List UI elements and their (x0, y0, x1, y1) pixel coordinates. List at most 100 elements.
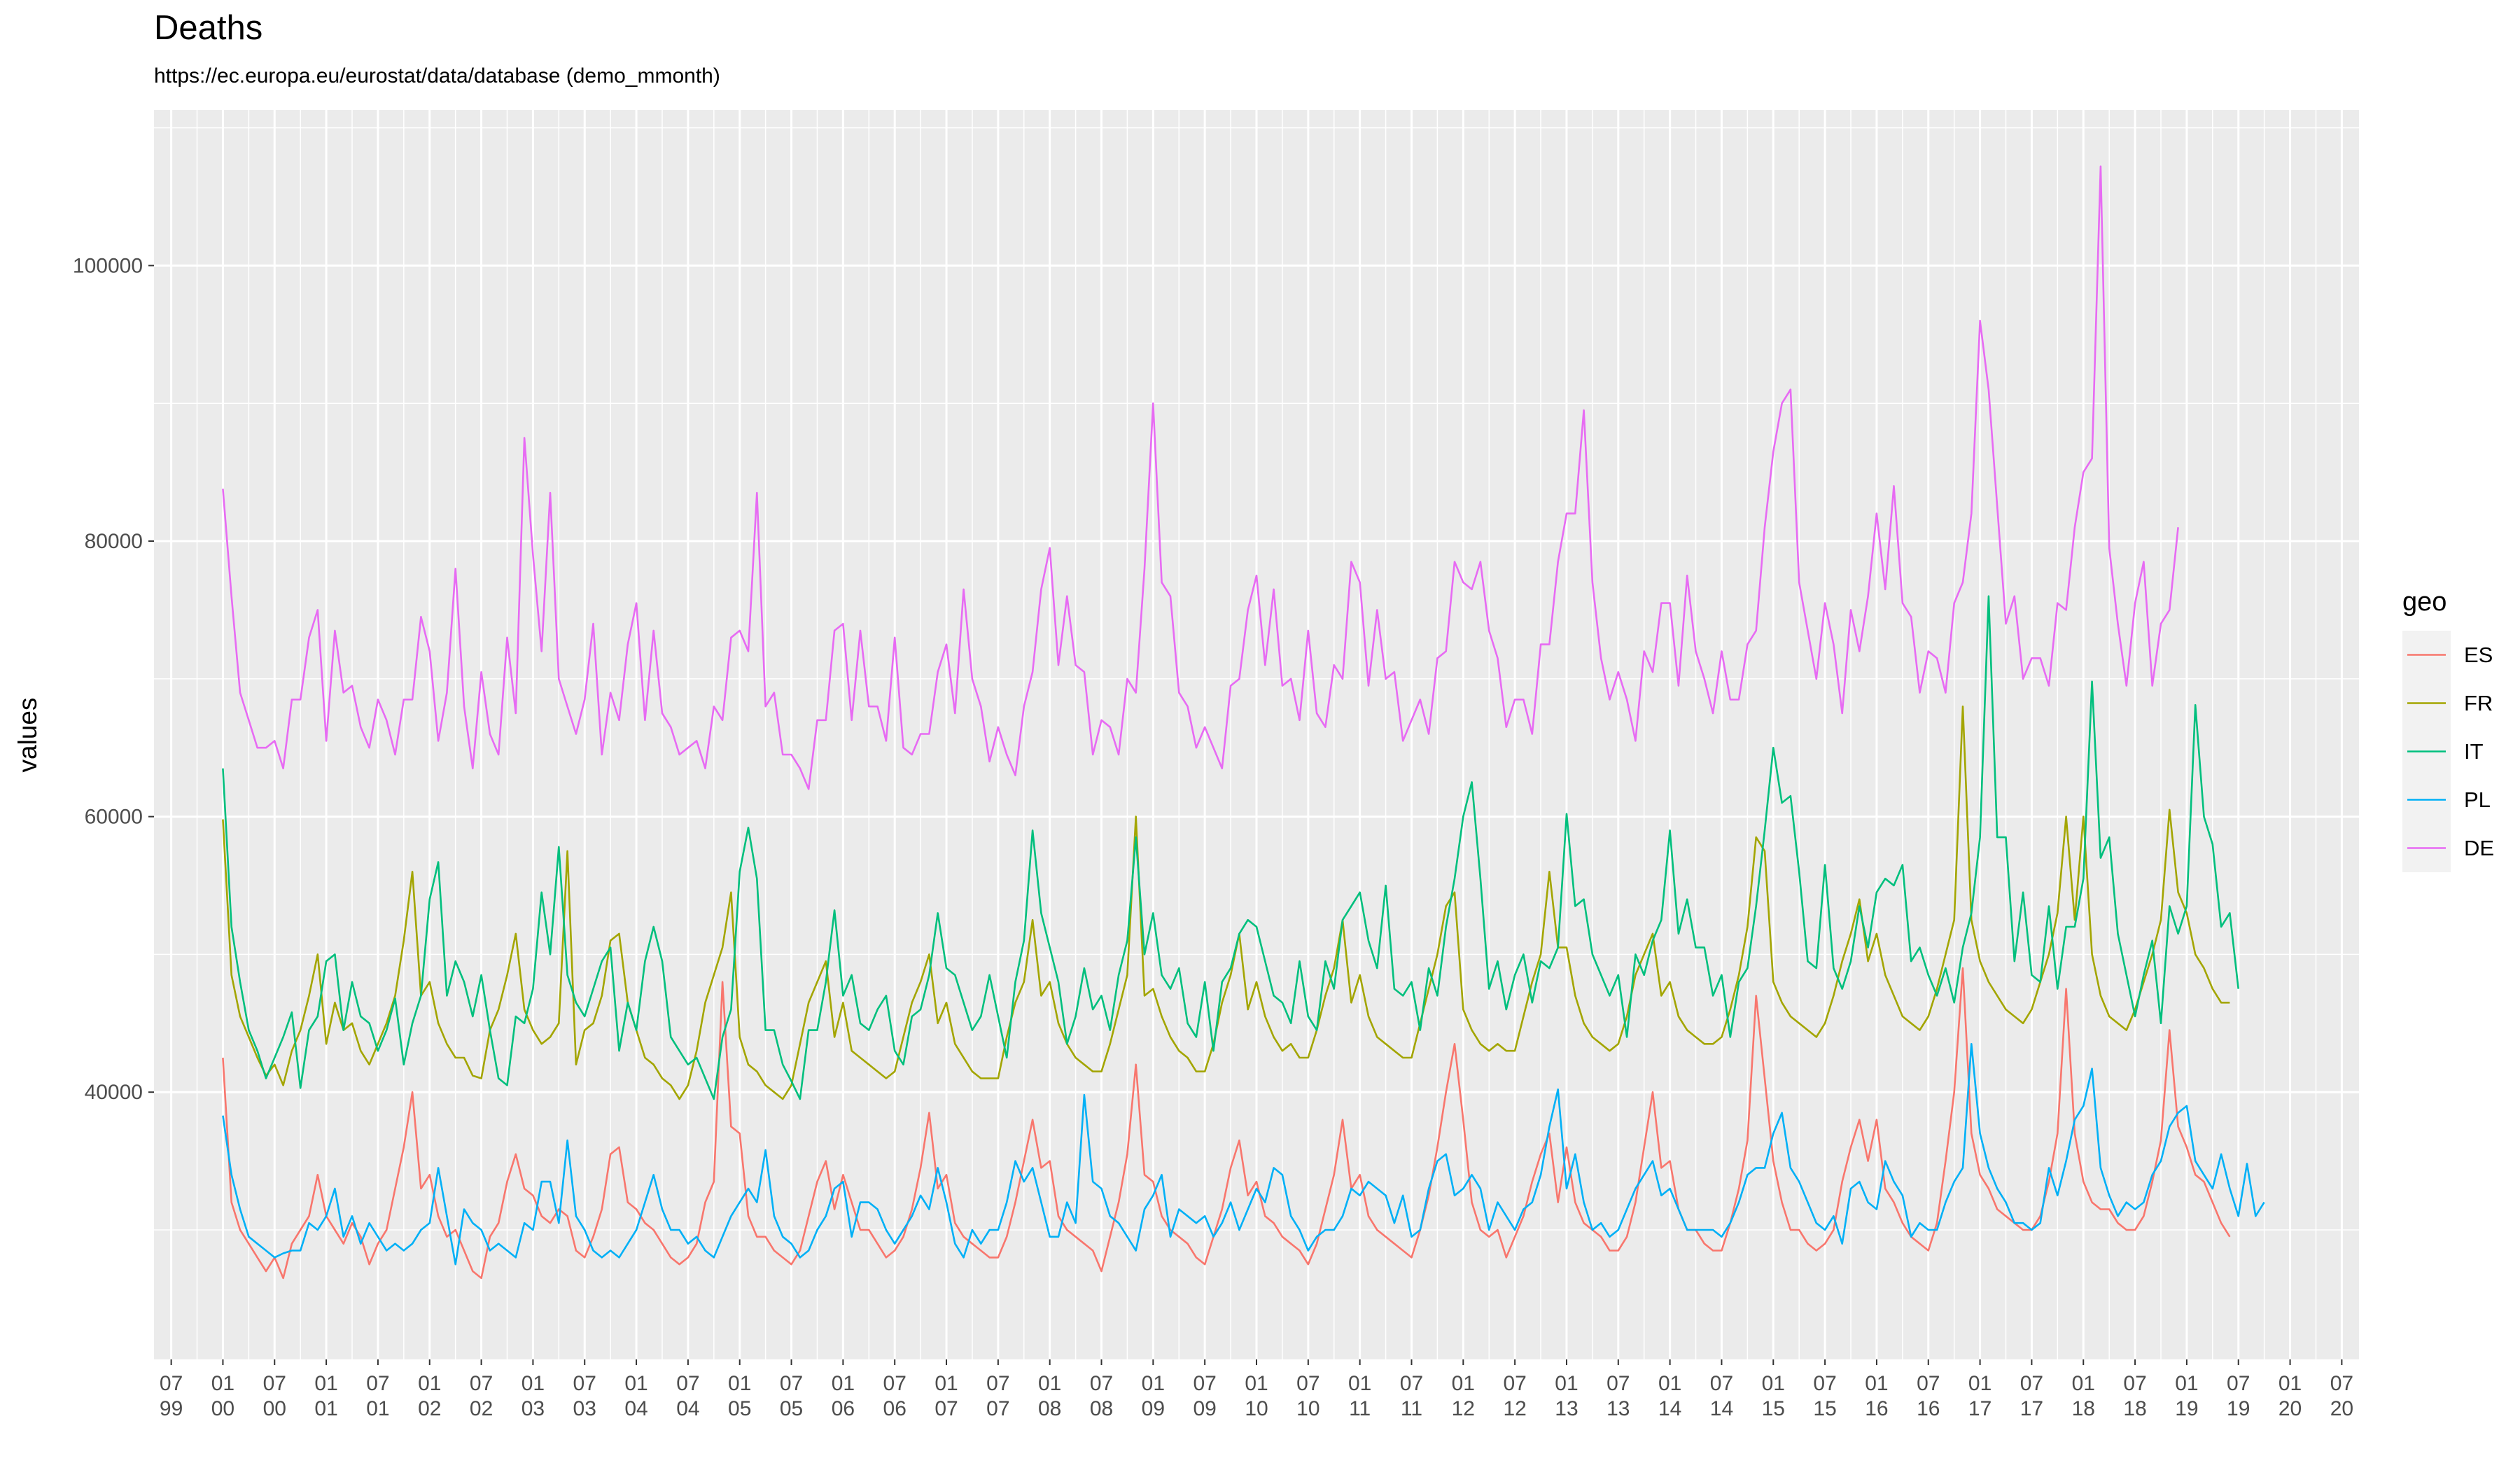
legend-label-es: ES (2464, 643, 2493, 667)
x-tick-label-month: 01 (2175, 1372, 2198, 1395)
y-tick-label: 40000 (85, 1081, 143, 1104)
legend-label-fr: FR (2464, 691, 2493, 715)
x-axis: 0799010007000101070101020702010307030104… (160, 1359, 2353, 1420)
x-tick-label-month: 01 (832, 1372, 855, 1395)
x-tick-label-year: 08 (1038, 1397, 1061, 1420)
x-tick-label-year: 09 (1193, 1397, 1216, 1420)
x-tick-label-month: 01 (934, 1372, 958, 1395)
x-tick-label-year: 07 (986, 1397, 1009, 1420)
x-tick-label-month: 07 (1710, 1372, 1733, 1395)
x-tick-label-month: 01 (1348, 1372, 1371, 1395)
chart-subtitle: https://ec.europa.eu/eurostat/data/datab… (154, 64, 720, 88)
x-tick-label-month: 07 (1503, 1372, 1526, 1395)
x-tick-label-month: 07 (2330, 1372, 2353, 1395)
x-tick-label-year: 05 (728, 1397, 751, 1420)
x-tick-label-month: 07 (676, 1372, 699, 1395)
x-tick-label-year: 02 (470, 1397, 493, 1420)
x-tick-label-month: 07 (986, 1372, 1009, 1395)
series-line-it (222, 595, 2239, 1100)
y-tick-label: 60000 (85, 806, 143, 829)
x-tick-label-year: 14 (1658, 1397, 1681, 1420)
x-tick-label-month: 07 (1090, 1372, 1113, 1395)
x-tick-label-month: 01 (522, 1372, 545, 1395)
x-tick-label-year: 12 (1452, 1397, 1475, 1420)
x-tick-label-year: 18 (2123, 1397, 2146, 1420)
x-tick-label-year: 07 (934, 1397, 958, 1420)
x-tick-label-month: 07 (2123, 1372, 2146, 1395)
series-layer (222, 165, 2265, 1280)
x-tick-label-year: 14 (1710, 1397, 1733, 1420)
x-tick-label-month: 07 (883, 1372, 906, 1395)
x-tick-label-year: 15 (1762, 1397, 1785, 1420)
legend-label-de: DE (2464, 836, 2494, 860)
legend-title: geo (2402, 587, 2446, 617)
series-line-fr (222, 705, 2230, 1100)
x-tick-label-year: 19 (2227, 1397, 2250, 1420)
series-line-es (222, 967, 2231, 1280)
x-tick-label-month: 07 (1193, 1372, 1216, 1395)
x-tick-label-year: 99 (160, 1397, 183, 1420)
x-tick-label-month: 01 (624, 1372, 648, 1395)
x-tick-label-year: 06 (832, 1397, 855, 1420)
x-tick-label-year: 04 (676, 1397, 699, 1420)
legend-label-pl: PL (2464, 788, 2491, 812)
x-tick-label-year: 13 (1606, 1397, 1630, 1420)
x-tick-label-month: 07 (2227, 1372, 2250, 1395)
x-tick-label-month: 01 (2072, 1372, 2095, 1395)
x-tick-label-year: 03 (522, 1397, 545, 1420)
series-line-pl (222, 1043, 2265, 1266)
x-tick-label-month: 01 (1142, 1372, 1165, 1395)
legend-label-it: IT (2464, 739, 2484, 764)
x-tick-label-month: 07 (160, 1372, 183, 1395)
x-tick-label-month: 01 (1452, 1372, 1475, 1395)
x-tick-label-year: 20 (2278, 1397, 2302, 1420)
x-tick-label-year: 00 (211, 1397, 234, 1420)
x-tick-label-month: 07 (1813, 1372, 1836, 1395)
x-tick-label-month: 01 (728, 1372, 751, 1395)
x-tick-label-year: 09 (1142, 1397, 1165, 1420)
y-tick-label: 80000 (85, 530, 143, 553)
x-tick-label-year: 02 (418, 1397, 441, 1420)
x-tick-label-month: 01 (1245, 1372, 1268, 1395)
x-tick-label-year: 10 (1296, 1397, 1320, 1420)
chart-title: Deaths (154, 9, 263, 47)
x-tick-label-year: 03 (573, 1397, 596, 1420)
x-tick-label-month: 07 (1296, 1372, 1320, 1395)
y-axis: 40000 60000 80000 100000 (73, 254, 154, 1104)
x-tick-label-month: 01 (418, 1372, 441, 1395)
x-tick-label-month: 07 (573, 1372, 596, 1395)
x-tick-label-month: 07 (470, 1372, 493, 1395)
x-tick-label-month: 01 (2278, 1372, 2302, 1395)
x-tick-label-month: 01 (1658, 1372, 1681, 1395)
x-tick-label-year: 16 (1917, 1397, 1940, 1420)
x-tick-label-year: 18 (2072, 1397, 2095, 1420)
x-tick-label-year: 12 (1503, 1397, 1526, 1420)
x-tick-label-year: 01 (366, 1397, 389, 1420)
x-tick-label-year: 13 (1555, 1397, 1578, 1420)
x-tick-label-month: 07 (1917, 1372, 1940, 1395)
series-line-de (222, 165, 2179, 790)
x-tick-label-year: 16 (1865, 1397, 1888, 1420)
x-tick-label-month: 01 (1038, 1372, 1061, 1395)
x-tick-label-month: 01 (211, 1372, 234, 1395)
x-tick-label-month: 07 (366, 1372, 389, 1395)
y-tick-label: 100000 (73, 254, 143, 277)
x-tick-label-year: 15 (1813, 1397, 1836, 1420)
x-tick-label-year: 08 (1090, 1397, 1113, 1420)
x-tick-label-year: 11 (1349, 1397, 1371, 1420)
x-tick-label-year: 17 (1968, 1397, 1991, 1420)
x-tick-label-year: 01 (314, 1397, 337, 1420)
x-tick-label-year: 00 (263, 1397, 286, 1420)
x-tick-label-year: 05 (780, 1397, 803, 1420)
x-tick-label-month: 07 (1606, 1372, 1630, 1395)
x-tick-label-year: 17 (2020, 1397, 2043, 1420)
y-axis-title: values (13, 698, 42, 773)
x-tick-label-year: 10 (1245, 1397, 1268, 1420)
x-tick-label-month: 01 (1865, 1372, 1888, 1395)
x-tick-label-month: 07 (780, 1372, 803, 1395)
x-tick-label-year: 20 (2330, 1397, 2353, 1420)
x-tick-label-month: 07 (1400, 1372, 1423, 1395)
x-tick-label-month: 01 (1555, 1372, 1578, 1395)
grid-major (154, 110, 2359, 1359)
